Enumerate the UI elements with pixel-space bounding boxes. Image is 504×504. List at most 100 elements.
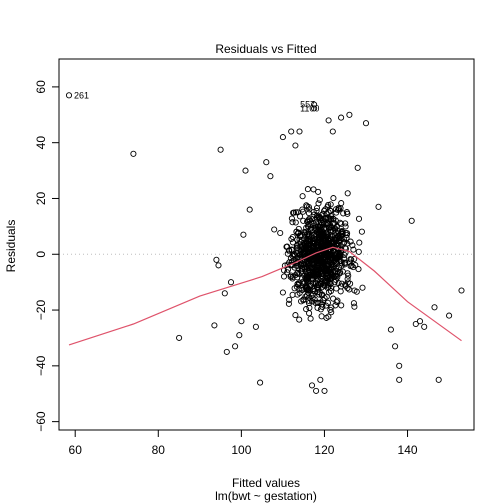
residual-point	[348, 262, 355, 269]
x-tick-label: 100	[231, 443, 251, 457]
residual-point	[308, 382, 316, 389]
residual-point	[296, 316, 303, 323]
smoother-line	[68, 246, 462, 346]
residual-point	[338, 302, 345, 309]
residual-point	[267, 173, 274, 180]
residual-point	[324, 267, 331, 275]
residual-point	[305, 300, 313, 307]
residual-point	[299, 206, 306, 213]
residual-point	[289, 291, 296, 298]
residual-point	[304, 292, 311, 299]
residual-point	[252, 323, 259, 330]
residual-point	[355, 215, 363, 222]
residual-point	[217, 146, 224, 153]
residual-point	[335, 279, 342, 287]
residual-point	[342, 223, 349, 230]
residual-point	[355, 266, 362, 273]
residual-point	[290, 209, 297, 216]
residual-point	[331, 279, 338, 286]
residual-point	[289, 275, 296, 282]
residual-point	[301, 279, 308, 286]
residual-point	[358, 228, 365, 235]
residual-point	[338, 220, 345, 227]
residual-point	[298, 298, 305, 305]
residual-point	[236, 332, 243, 339]
residual-point	[298, 236, 305, 243]
residual-point	[309, 291, 316, 298]
residual-point	[283, 243, 290, 250]
residual-point	[421, 323, 428, 330]
residual-point	[215, 262, 222, 269]
x-tick-label: 140	[398, 443, 418, 457]
axes: 60 80 100 120 140 −60 −40 −20 0 20 40 60	[34, 80, 418, 457]
residual-point	[309, 275, 316, 282]
residual-point	[310, 276, 317, 283]
residual-point	[300, 261, 307, 268]
residual-point	[338, 227, 345, 235]
residual-point	[356, 239, 363, 246]
residual-point	[346, 259, 353, 266]
residual-point	[313, 219, 320, 226]
residual-point	[288, 215, 295, 222]
residual-point	[340, 210, 347, 217]
residual-point	[327, 267, 334, 274]
residual-point	[339, 230, 346, 237]
residual-point	[285, 300, 292, 307]
residual-point	[318, 313, 325, 320]
x-tick-label: 80	[152, 443, 166, 457]
y-axis-label: Residuals	[4, 220, 18, 273]
smoother-curve	[68, 246, 462, 346]
residual-point	[312, 243, 320, 250]
residual-point	[337, 229, 344, 236]
residual-point	[286, 296, 293, 303]
residual-point	[325, 283, 332, 290]
residual-point	[322, 236, 329, 243]
residual-point	[291, 264, 298, 271]
residual-point	[306, 233, 313, 240]
residual-point	[302, 293, 309, 300]
residual-point	[317, 306, 324, 313]
residual-point	[311, 105, 318, 112]
residual-point	[354, 164, 361, 171]
residual-point	[293, 228, 300, 235]
plot-frame	[58, 58, 475, 431]
residual-point	[343, 231, 350, 238]
residual-point	[292, 312, 299, 319]
residual-point	[335, 251, 342, 259]
residual-point	[344, 275, 351, 283]
residual-point	[321, 387, 328, 394]
residual-point	[375, 203, 382, 210]
residual-point	[327, 201, 334, 208]
residual-point	[318, 284, 325, 291]
residual-point	[300, 245, 307, 252]
residual-point	[315, 228, 322, 235]
residual-point	[329, 263, 336, 270]
x-axis-label: Fitted values	[232, 476, 300, 490]
residual-point	[334, 260, 341, 267]
residual-point	[337, 269, 344, 276]
residual-point	[316, 289, 323, 296]
residual-point	[315, 270, 322, 277]
y-tick-label: −40	[34, 355, 48, 376]
residual-point	[313, 212, 320, 219]
residual-point	[310, 208, 317, 216]
residual-point	[412, 320, 419, 328]
residual-point	[65, 92, 73, 99]
point-label: 261	[74, 90, 89, 100]
residual-point	[326, 224, 333, 231]
residual-point	[330, 220, 337, 227]
residual-point	[305, 285, 312, 292]
residual-point	[279, 289, 286, 296]
residual-point	[311, 260, 318, 267]
residual-point	[333, 235, 340, 242]
residual-point	[263, 159, 270, 166]
x-tick-label: 60	[69, 443, 83, 457]
residual-point	[349, 242, 356, 249]
y-tick-label: −60	[34, 411, 48, 432]
residual-point	[326, 215, 333, 222]
residual-point	[213, 256, 220, 263]
residual-point	[302, 285, 310, 292]
residual-point	[306, 304, 313, 311]
residual-point	[446, 312, 453, 319]
